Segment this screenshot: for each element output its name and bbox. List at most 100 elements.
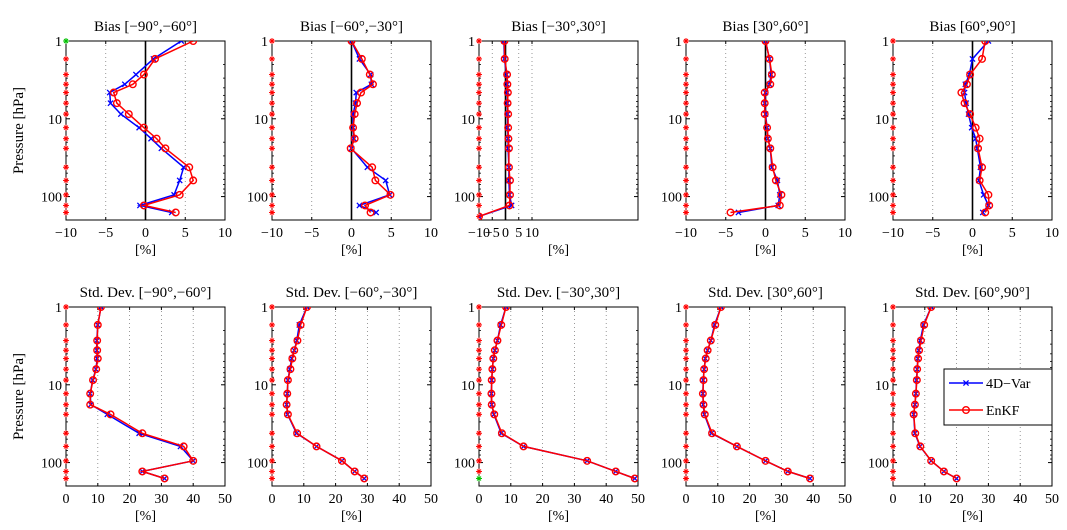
data-point-enkf bbox=[160, 474, 169, 483]
level-marker bbox=[269, 209, 275, 216]
level-marker bbox=[683, 55, 689, 62]
level-marker bbox=[63, 55, 69, 62]
data-point-enkf bbox=[497, 320, 506, 329]
data-point-enkf bbox=[700, 410, 709, 419]
level-marker-stroke bbox=[476, 192, 482, 198]
data-point-enkf bbox=[139, 201, 148, 210]
level-marker-stroke bbox=[476, 203, 482, 208]
level-marker-stroke bbox=[890, 391, 896, 397]
y-tick-label: 10 bbox=[254, 113, 268, 128]
chart-title: Bias [30°,60°] bbox=[722, 19, 808, 35]
level-marker bbox=[890, 390, 896, 397]
level-marker-stroke bbox=[269, 412, 275, 417]
level-marker bbox=[63, 202, 69, 209]
level-marker bbox=[476, 135, 482, 142]
level-marker bbox=[269, 304, 275, 310]
level-marker-stroke bbox=[63, 56, 69, 62]
y-tick-label: 10 bbox=[875, 113, 889, 128]
data-point-enkf bbox=[978, 163, 987, 172]
x-tick-label: 20 bbox=[329, 492, 343, 507]
level-marker bbox=[476, 202, 482, 209]
x-axis-label: [%] bbox=[755, 243, 776, 258]
level-marker-stroke bbox=[683, 164, 689, 170]
level-marker-stroke bbox=[63, 125, 69, 131]
level-marker bbox=[269, 430, 275, 437]
x-tick-label: 10 bbox=[918, 492, 932, 507]
x-tick-label: −10 bbox=[261, 226, 283, 241]
level-marker bbox=[683, 377, 689, 384]
data-point-enkf bbox=[189, 176, 198, 185]
level-marker bbox=[476, 100, 482, 107]
level-marker bbox=[63, 71, 69, 78]
level-marker bbox=[269, 145, 275, 152]
data-point-enkf bbox=[361, 201, 370, 210]
series-group bbox=[487, 307, 638, 483]
level-marker bbox=[890, 457, 896, 464]
level-marker bbox=[683, 124, 689, 131]
level-marker bbox=[63, 430, 69, 437]
data-point-enkf bbox=[489, 354, 498, 363]
x-tick-label: 10 bbox=[525, 226, 539, 241]
data-point-enkf bbox=[939, 467, 948, 476]
level-marker bbox=[63, 401, 69, 408]
data-point-enkf bbox=[86, 389, 95, 398]
level-marker bbox=[890, 71, 896, 78]
data-point-enkf bbox=[913, 365, 922, 374]
level-marker-stroke bbox=[683, 338, 689, 343]
data-point-enkf bbox=[966, 110, 975, 119]
level-marker-stroke bbox=[476, 377, 482, 383]
series-line-enkf bbox=[702, 307, 811, 480]
data-point-enkf bbox=[487, 389, 496, 398]
x-tick-label: 40 bbox=[186, 492, 200, 507]
data-point-enkf bbox=[124, 110, 133, 119]
data-point-enkf bbox=[189, 456, 198, 465]
legend-label-enkf: EnKF bbox=[986, 404, 1020, 419]
data-point-4dvar bbox=[979, 209, 986, 216]
level-marker-stroke bbox=[476, 90, 482, 95]
data-point-enkf bbox=[699, 400, 708, 409]
data-point-4dvar bbox=[121, 81, 128, 88]
data-point-enkf bbox=[761, 41, 770, 45]
level-marker-stroke bbox=[683, 377, 689, 383]
level-marker bbox=[890, 347, 896, 354]
level-marker-stroke bbox=[476, 304, 482, 310]
level-marker bbox=[890, 89, 896, 96]
x-tick-label: 0 bbox=[63, 492, 70, 507]
x-axis-label: [%] bbox=[755, 509, 776, 524]
level-marker bbox=[269, 355, 275, 362]
data-point-enkf bbox=[487, 400, 496, 409]
level-marker-stroke bbox=[476, 356, 482, 361]
data-point-4dvar bbox=[762, 41, 769, 45]
level-marker-stroke bbox=[269, 210, 275, 215]
x-tick-label: −10 bbox=[55, 226, 77, 241]
level-marker-stroke bbox=[269, 391, 275, 397]
data-point-enkf bbox=[504, 163, 513, 172]
level-marker-stroke bbox=[476, 338, 482, 343]
level-marker bbox=[890, 145, 896, 152]
x-tick-label: 10 bbox=[1045, 226, 1059, 241]
data-point-enkf bbox=[138, 467, 147, 476]
x-tick-label: 30 bbox=[360, 492, 374, 507]
level-marker-stroke bbox=[63, 444, 69, 449]
chart-panel-7: Std. Dev. [−60°,−30°] 0 10 20 30 40 50 1 10 100 [%… bbox=[247, 285, 438, 524]
series-group bbox=[698, 307, 815, 483]
legend-marker-enkf bbox=[962, 406, 971, 415]
level-marker-stroke bbox=[890, 136, 896, 142]
data-point-enkf bbox=[763, 123, 772, 132]
data-point-enkf bbox=[916, 336, 925, 345]
data-point-enkf bbox=[760, 99, 769, 108]
y-tick-label: 10 bbox=[461, 379, 475, 394]
x-tick-label: 0 bbox=[348, 226, 355, 241]
series-line-enkf bbox=[285, 307, 365, 480]
series-line-enkf bbox=[730, 41, 783, 214]
level-marker bbox=[63, 135, 69, 142]
legend-marker-4dvar bbox=[962, 379, 970, 387]
level-marker bbox=[63, 337, 69, 344]
data-point-enkf bbox=[371, 176, 380, 185]
level-marker bbox=[890, 443, 896, 450]
data-point-enkf bbox=[286, 365, 295, 374]
level-marker bbox=[269, 337, 275, 344]
level-marker bbox=[63, 366, 69, 373]
level-marker bbox=[683, 411, 689, 418]
level-marker-stroke bbox=[269, 347, 275, 353]
